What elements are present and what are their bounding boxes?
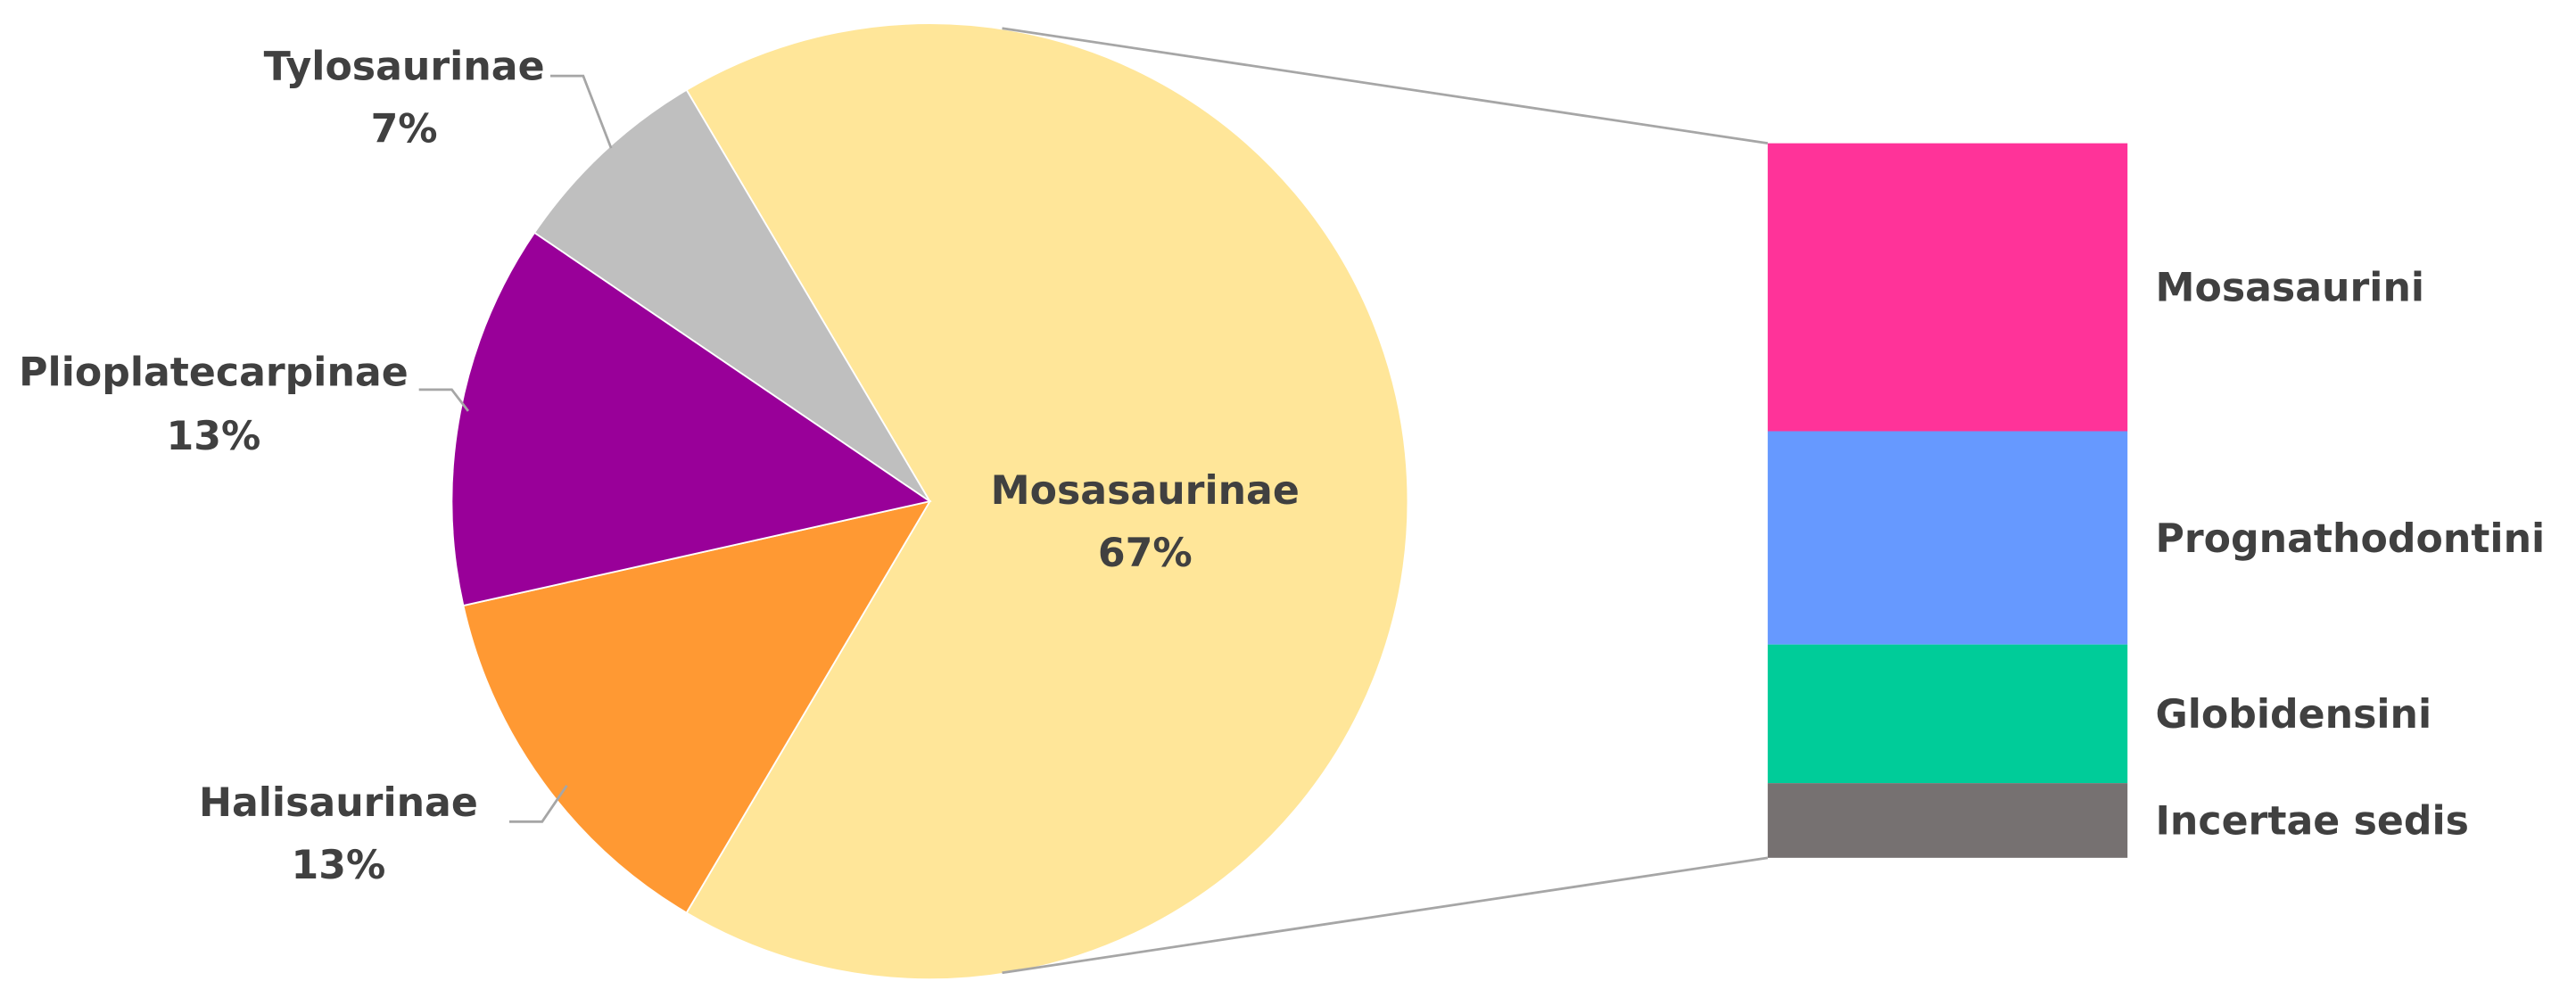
pie-slice — [462, 499, 932, 914]
pie-slice — [685, 22, 1409, 981]
slice-value-label: 67% — [1098, 531, 1193, 576]
bar-segment — [1767, 431, 2128, 645]
leader-line — [550, 74, 613, 149]
bar-segment-label: Mosasaurini — [2155, 266, 2424, 311]
connector-line — [1002, 27, 1769, 145]
bar-segment-label: Incertae sedis — [2155, 799, 2469, 845]
slice-label: Mosasaurinae — [991, 468, 1300, 514]
bar-segment — [1767, 143, 2128, 432]
pie-slice — [450, 231, 932, 607]
slice-value-label: 7% — [371, 107, 438, 153]
slice-value-label: 13% — [167, 414, 261, 459]
slice-label: Halisaurinae — [199, 780, 478, 826]
connector-line — [1002, 856, 1769, 975]
slice-label: Tylosaurinae — [264, 45, 545, 90]
slice-value-label: 13% — [292, 843, 386, 888]
bar-segment — [1767, 783, 2128, 858]
bar-segment — [1767, 644, 2128, 784]
bar-segment-label: Globidensini — [2155, 692, 2432, 738]
pie-slice — [533, 88, 931, 502]
leader-line — [508, 785, 568, 823]
bar-segment-label: Prognathodontini — [2155, 516, 2545, 562]
slice-label: Plioplatecarpinae — [19, 350, 409, 395]
leader-line — [418, 388, 470, 412]
